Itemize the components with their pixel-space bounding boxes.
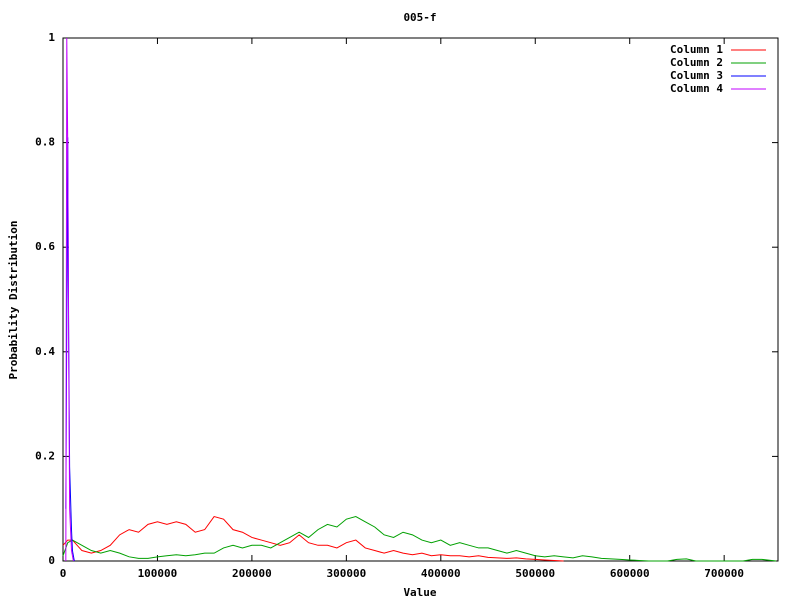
x-tick-label: 100000 [138, 567, 178, 580]
x-tick-label: 0 [60, 567, 67, 580]
x-axis-label: Value [403, 586, 436, 599]
chart-title: 005-f [403, 11, 436, 24]
legend-label: Column 4 [670, 82, 723, 95]
y-tick-label: 0.4 [35, 345, 55, 358]
y-axis-label: Probability Distribution [7, 221, 20, 380]
x-tick-label: 300000 [326, 567, 366, 580]
x-tick-label: 700000 [704, 567, 744, 580]
plot-frame [62, 37, 779, 562]
y-tick-label: 0.6 [35, 240, 55, 253]
y-tick-label: 0 [48, 554, 55, 567]
legend-label: Column 3 [670, 69, 723, 82]
y-tick-label: 0.8 [35, 136, 55, 149]
series-line [62, 516, 777, 562]
x-tick-label: 200000 [232, 567, 272, 580]
legend-label: Column 1 [670, 43, 723, 56]
series-line [65, 137, 75, 562]
x-tick-label: 500000 [515, 567, 555, 580]
x-tick-label: 600000 [610, 567, 650, 580]
x-tick-label: 400000 [421, 567, 461, 580]
legend-label: Column 2 [670, 56, 723, 69]
y-tick-label: 1 [48, 31, 55, 44]
series-line [62, 515, 564, 562]
series-line [65, 37, 74, 562]
y-tick-label: 0.2 [35, 449, 55, 462]
